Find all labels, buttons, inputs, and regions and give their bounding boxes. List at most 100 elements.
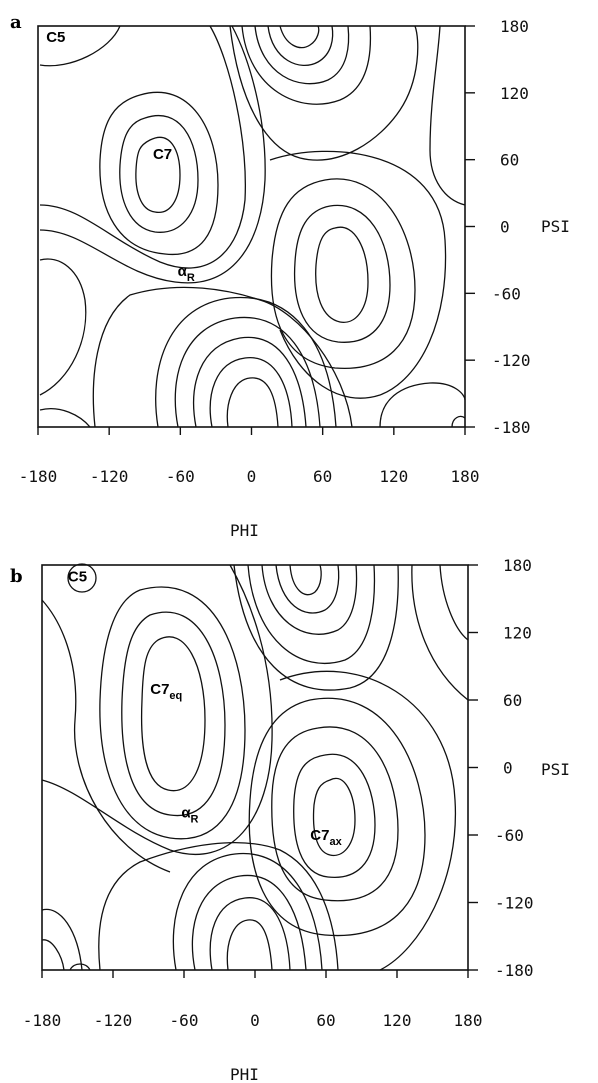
x-tick-label: -120 [94,1011,133,1030]
x-tick-label: 0 [250,1011,260,1030]
annotation-label: C7ax [310,827,342,848]
contour-b-bl-3 [69,963,91,971]
contour-b-top-4 [247,564,376,665]
contour-b-top-3 [261,564,358,635]
y-tick-label: -120 [495,894,534,913]
contour-a-top-2 [267,25,334,67]
contour-a-br-1 [379,382,466,428]
panel-b-y-ticks: 180 120 60 0 -60 -120 -180 [468,556,534,980]
contour-a-right-4 [269,150,447,399]
panel-b-contours [41,563,469,971]
contour-b-bl-1 [41,908,83,971]
panel-b-xlabel: PHI [230,1065,259,1083]
contour-b-top-2 [275,564,340,614]
contour-b-c7ax-3 [271,726,399,902]
x-tick-label: -180 [19,467,58,486]
annotation-label: αR [178,263,195,284]
panel-b-x-ticks: -180 -120 -60 0 60 120 180 [23,970,483,1030]
annotation-label: C7eq [150,681,182,702]
panel-a-contours [39,25,466,428]
y-tick-label: 120 [503,624,532,643]
annotation-label: C5 [68,568,87,585]
contour-a-left-1 [39,25,121,67]
y-tick-label: -60 [495,826,524,845]
contour-a-top-5 [229,25,419,161]
contour-b-c7eq-2 [121,611,226,817]
contour-a-bot-6 [92,286,353,428]
y-tick-label: 60 [500,151,519,170]
contour-a-top-4 [241,25,372,105]
x-tick-label: 60 [316,1011,335,1030]
contour-a-bot-4 [174,316,321,428]
contour-a-c7-3 [99,91,219,256]
annotation-label: αR [181,805,198,826]
contour-b-top-1 [289,564,322,596]
contour-b-top-5 [233,564,399,691]
contour-a-right-3 [270,178,416,370]
contour-b-c7ax-2 [293,753,376,879]
panel-a-xlabel: PHI [230,521,259,540]
x-tick-label: 180 [454,1011,483,1030]
x-tick-label: 60 [313,467,332,486]
panel-b-ylabel: PSI [541,760,570,779]
contour-b-c7ax-1 [312,777,356,857]
x-tick-label: 120 [383,1011,412,1030]
annotation-label: C5 [46,29,65,46]
panel-a-ylabel: PSI [541,217,570,236]
contour-b-right-1 [279,670,457,971]
contour-a-top-1 [279,25,320,49]
contour-a-bot-1 [226,377,279,428]
contour-b-bot-5 [98,842,339,971]
contour-b-outer-2 [41,599,171,873]
contour-a-bot-5 [155,296,337,428]
contour-a-outer-1 [39,25,246,269]
y-tick-label: 0 [503,759,513,778]
y-tick-label: 60 [503,691,522,710]
contour-b-top-7 [439,564,469,641]
panel-b: b [10,556,570,1083]
y-tick-label: 180 [500,17,529,36]
panel-a-label: a [10,12,22,33]
x-tick-label: 0 [247,467,257,486]
x-tick-label: -120 [90,467,129,486]
contour-a-bot-3 [193,336,307,428]
contour-a-right-2 [293,204,391,343]
contour-a-c7-2 [119,115,199,233]
y-tick-label: 120 [500,84,529,103]
y-tick-label: 0 [500,218,510,237]
contour-b-c7eq-3 [99,586,246,840]
panel-a: a [10,12,570,540]
x-tick-label: -60 [166,467,195,486]
contour-b-outer-1 [41,564,273,856]
contour-b-bl-2 [41,939,65,971]
contour-a-top-6 [429,25,466,206]
y-tick-label: -180 [492,418,531,437]
contour-b-top-6 [411,564,469,701]
y-tick-label: -120 [492,351,531,370]
contour-a-top-3 [254,25,350,85]
panel-b-label: b [10,566,23,587]
contour-b-bot-2 [209,897,291,971]
x-tick-label: 120 [379,467,408,486]
contour-a-bot-2 [209,357,293,428]
contour-b-bot-4 [172,852,323,971]
contour-a-br-2 [451,415,466,428]
annotation-label: C7 [153,146,172,163]
contour-b-c7ax-4 [248,697,426,937]
x-tick-label: 180 [451,467,480,486]
contour-a-c7-1 [135,136,181,213]
contour-a-left-2 [39,258,87,396]
contour-b-bot-1 [226,919,273,971]
panel-a-y-ticks: 180 120 60 0 -60 -120 -180 [465,17,531,437]
contour-a-outer-2 [39,25,266,284]
contour-a-left-3 [39,408,91,428]
contour-b-c7eq-1 [140,636,206,792]
y-tick-label: -180 [495,961,534,980]
contour-a-right-1 [315,226,369,323]
panel-a-x-ticks: -180 -120 -60 0 60 120 180 [19,427,480,486]
x-tick-label: -180 [23,1011,62,1030]
y-tick-label: -60 [492,284,521,303]
contour-b-c5 [67,563,97,593]
contour-b-bot-3 [191,874,307,971]
